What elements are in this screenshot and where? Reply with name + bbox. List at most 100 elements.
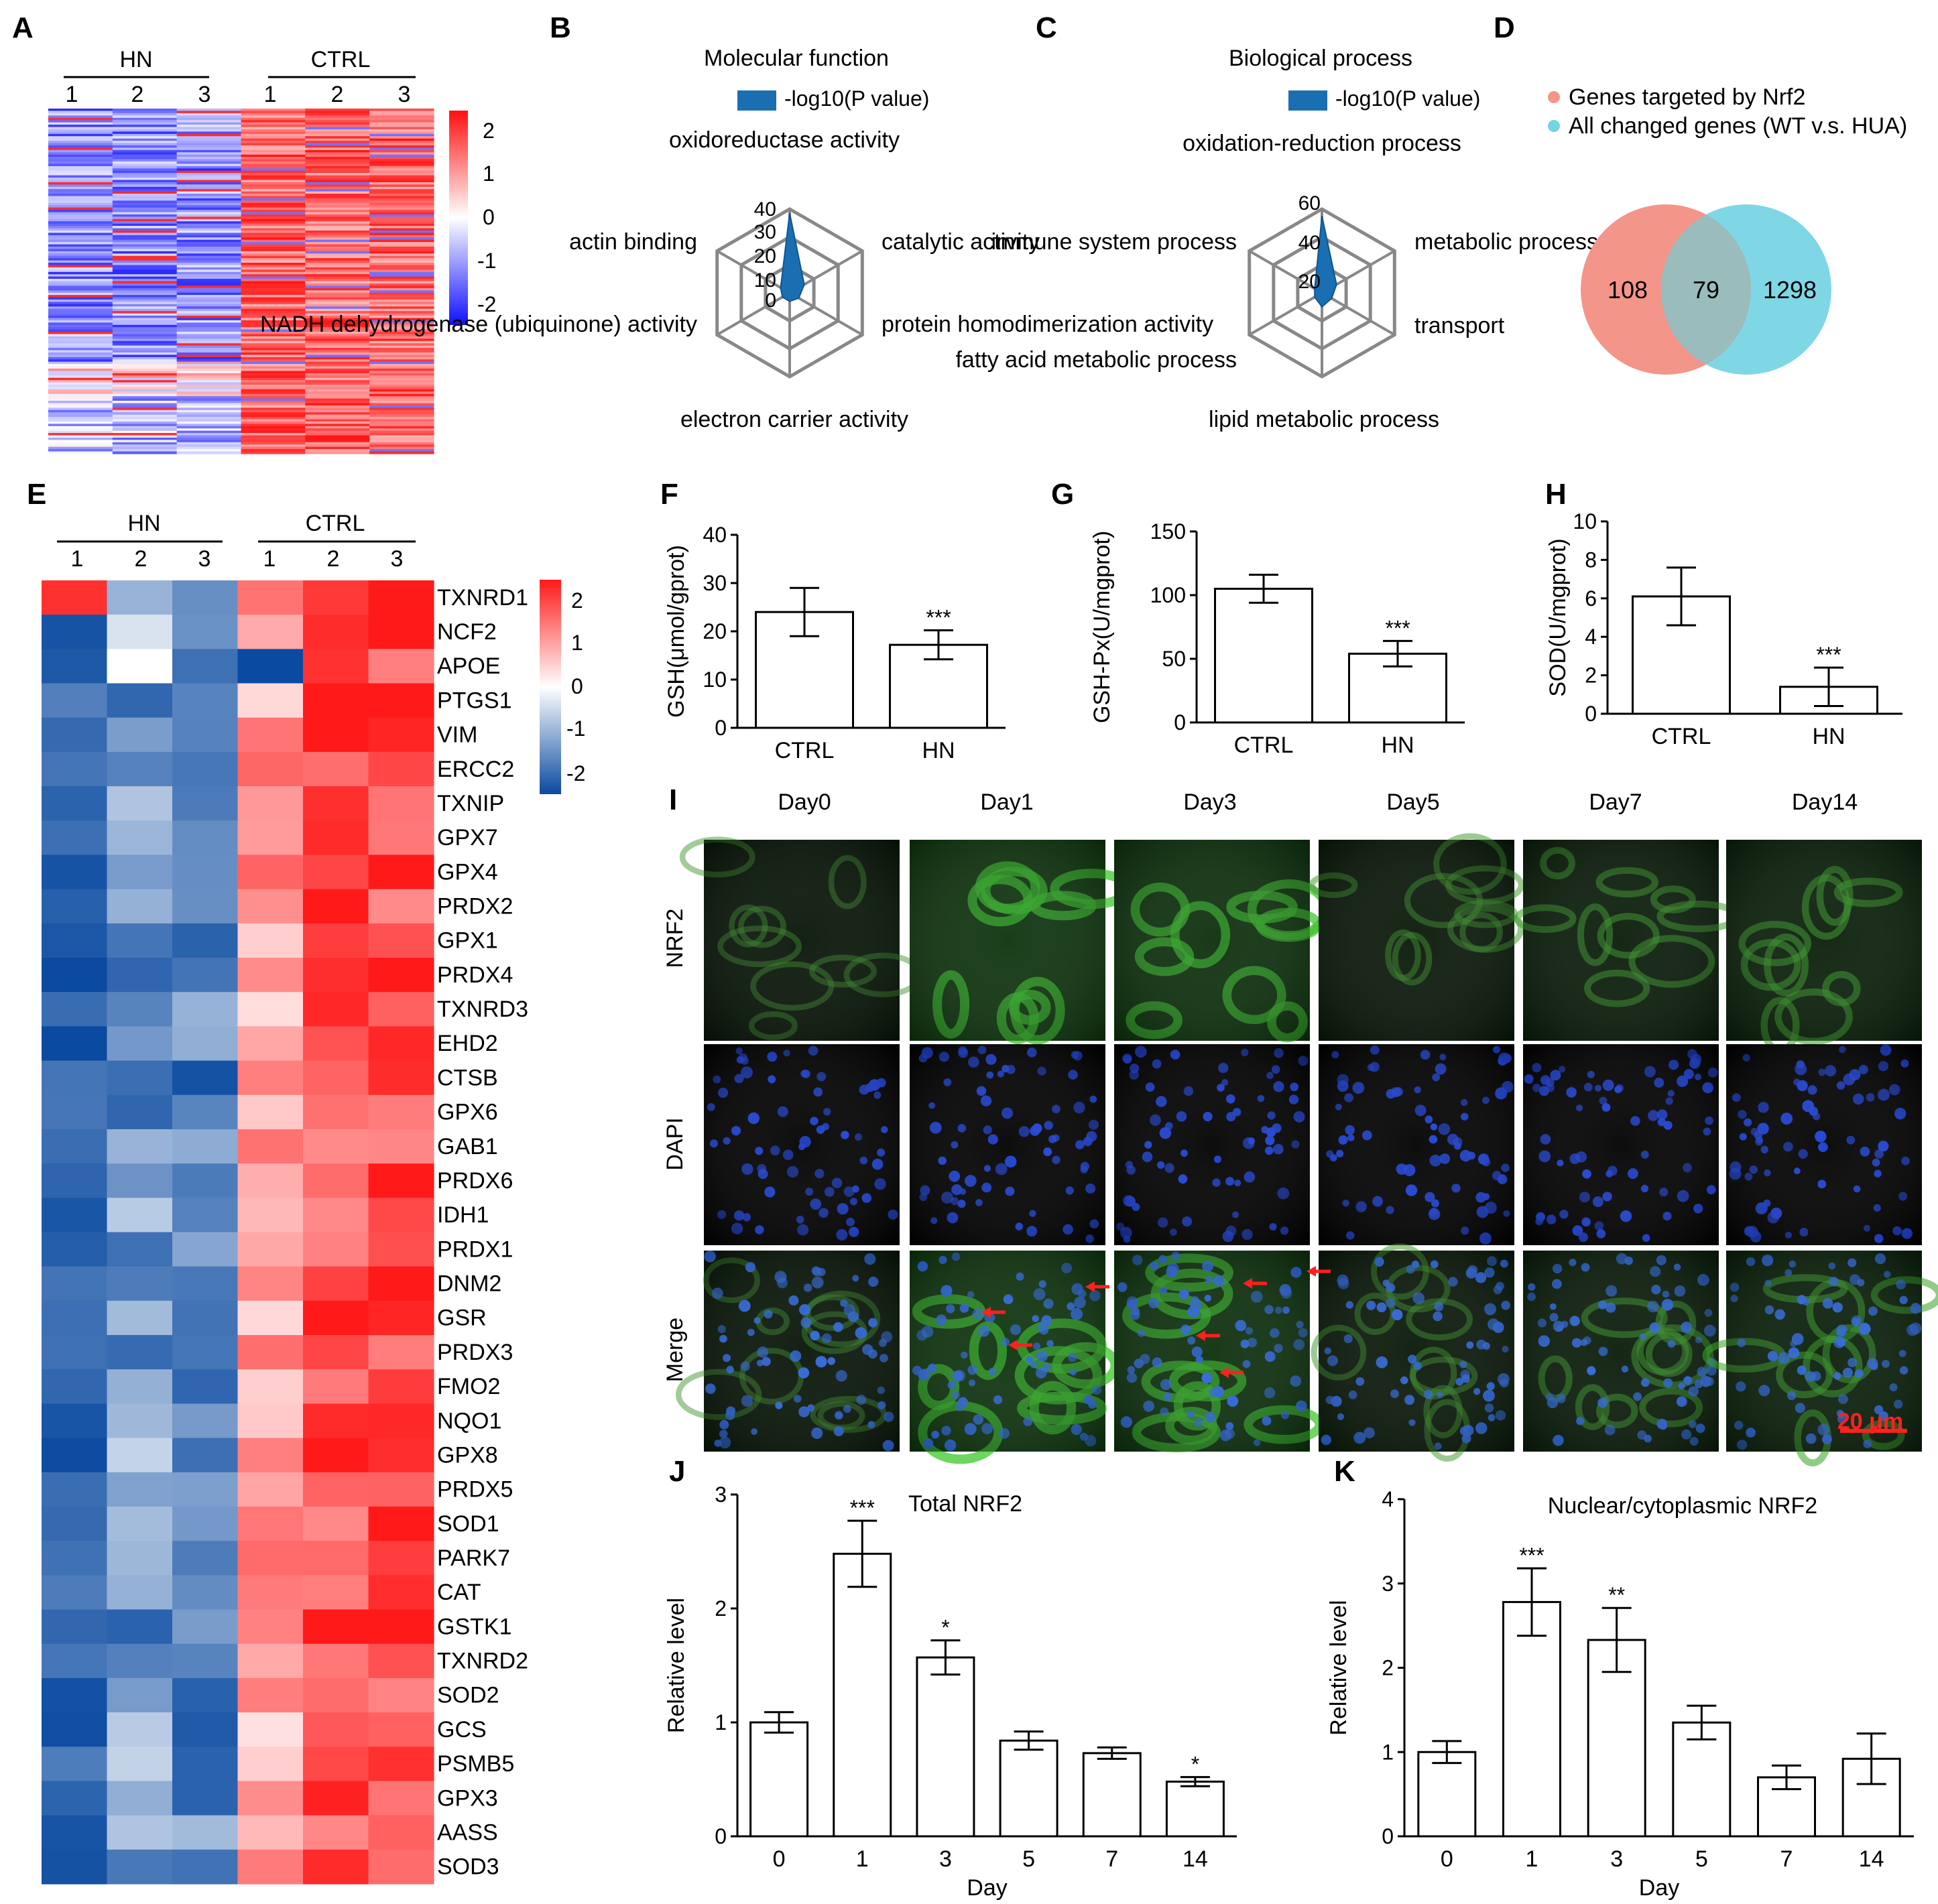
heatmap-cell bbox=[369, 127, 434, 130]
panel-e-col-3: 3 bbox=[198, 546, 211, 572]
heatmap-cell bbox=[176, 276, 242, 279]
heatmap-cell bbox=[107, 1335, 173, 1370]
heatmap-cell bbox=[241, 313, 306, 316]
heatmap-cell bbox=[241, 437, 306, 440]
heatmap-cell bbox=[112, 348, 178, 351]
heatmap-cell bbox=[369, 141, 434, 144]
heatmap-cell bbox=[176, 251, 242, 254]
heatmap-cell bbox=[112, 178, 178, 181]
y-axis-label: GSH-Px(U/mgprot) bbox=[1089, 531, 1115, 723]
heatmap-cell bbox=[241, 297, 306, 300]
heatmap-cell bbox=[112, 324, 178, 328]
radar-series-biological-process bbox=[1314, 216, 1337, 308]
heatmap-cell bbox=[305, 313, 370, 316]
heatmap-cell bbox=[48, 173, 113, 176]
heatmap-cell bbox=[368, 820, 434, 856]
heatmap-cell bbox=[305, 412, 370, 416]
heatmap-cell bbox=[237, 649, 304, 684]
heatmap-cell bbox=[369, 327, 434, 330]
y-tick-label: 3 bbox=[1382, 1572, 1394, 1596]
heatmap-cell bbox=[241, 401, 306, 404]
heatmap-cell bbox=[176, 373, 242, 376]
gene-label: PRDX6 bbox=[437, 1168, 513, 1194]
y-tick-label: 3 bbox=[715, 1482, 727, 1507]
heatmap-cell bbox=[48, 352, 113, 355]
panel-b-radar bbox=[715, 207, 864, 379]
heatmap-cell bbox=[48, 299, 113, 302]
heatmap-cell bbox=[48, 145, 113, 148]
heatmap-cell bbox=[305, 290, 370, 294]
heatmap-cell bbox=[369, 184, 434, 188]
heatmap-cell bbox=[176, 244, 242, 247]
radar-spoke bbox=[789, 292, 863, 336]
heatmap-cell bbox=[107, 786, 173, 821]
panel-e-cb-tick: 1 bbox=[571, 631, 583, 655]
heatmap-cell bbox=[112, 444, 178, 448]
heatmap-cell bbox=[112, 216, 178, 220]
panel-a-col-6: 3 bbox=[398, 82, 411, 107]
heatmap-cell bbox=[48, 255, 113, 259]
heatmap-cell bbox=[42, 1094, 108, 1130]
significance-label: ** bbox=[1608, 1583, 1625, 1607]
heatmap-cell bbox=[176, 380, 242, 383]
vignette bbox=[704, 1044, 900, 1245]
y-tick-label: 0 bbox=[1174, 710, 1186, 735]
heatmap-cell bbox=[48, 233, 113, 236]
heatmap-cell bbox=[172, 1677, 239, 1713]
vignette bbox=[1523, 840, 1719, 1041]
heatmap-cell bbox=[172, 1026, 239, 1062]
vignette bbox=[1114, 1044, 1310, 1245]
panel-c-legend-swatch bbox=[1288, 90, 1327, 111]
heatmap-cell bbox=[176, 145, 242, 148]
heatmap-cell bbox=[176, 428, 242, 432]
micrograph-tile bbox=[910, 1251, 1120, 1464]
heatmap-cell bbox=[241, 269, 306, 273]
heatmap-cell bbox=[369, 269, 434, 273]
heatmap-cell bbox=[48, 377, 113, 381]
heatmap-cell bbox=[305, 136, 370, 139]
heatmap-cell bbox=[42, 683, 108, 718]
bar bbox=[1502, 1600, 1561, 1838]
heatmap-cell bbox=[369, 302, 434, 305]
heatmap-cell bbox=[369, 159, 434, 162]
heatmap-cell bbox=[241, 316, 306, 319]
panel-letter-b: B bbox=[550, 11, 571, 44]
y-tick-label: 150 bbox=[1150, 519, 1186, 544]
heatmap-cell bbox=[369, 393, 434, 397]
heatmap-cell bbox=[172, 1163, 239, 1198]
panel-c-axis-label: oxidation-reduction process bbox=[1183, 131, 1461, 156]
heatmap-cell bbox=[305, 207, 370, 210]
heatmap-cell bbox=[241, 166, 306, 169]
heatmap-cell bbox=[48, 302, 113, 305]
heatmap-cell bbox=[303, 786, 369, 821]
heatmap-cell bbox=[112, 401, 178, 404]
heatmap-cell bbox=[176, 308, 242, 312]
heatmap-cell bbox=[172, 820, 239, 856]
panel-a-col-1: 1 bbox=[66, 82, 78, 107]
heatmap-cell bbox=[107, 1747, 173, 1782]
heatmap-cell bbox=[241, 442, 306, 445]
heatmap-cell bbox=[368, 717, 434, 753]
heatmap-cell bbox=[176, 122, 242, 125]
heatmap-cell bbox=[305, 285, 370, 289]
heatmap-cell bbox=[305, 446, 370, 450]
heatmap-cell bbox=[176, 133, 242, 137]
heatmap-cell bbox=[48, 152, 113, 155]
heatmap-cell bbox=[48, 196, 113, 199]
heatmap-cell bbox=[172, 958, 239, 993]
heatmap-cell bbox=[112, 412, 178, 416]
gene-label: GCS bbox=[437, 1717, 487, 1742]
panel-a-col-2: 2 bbox=[131, 82, 144, 107]
heatmap-cell bbox=[176, 239, 242, 243]
heatmap-cell bbox=[305, 173, 370, 176]
heatmap-cell bbox=[237, 1712, 304, 1747]
heatmap-cell bbox=[112, 373, 178, 376]
heatmap-cell bbox=[112, 223, 178, 227]
heatmap-cell bbox=[172, 1232, 239, 1267]
heatmap-cell bbox=[241, 403, 306, 406]
heatmap-cell bbox=[112, 191, 178, 194]
heatmap-cell bbox=[368, 992, 434, 1027]
heatmap-cell bbox=[369, 419, 434, 422]
heatmap-cell bbox=[176, 237, 242, 241]
heatmap-cell bbox=[369, 113, 434, 116]
